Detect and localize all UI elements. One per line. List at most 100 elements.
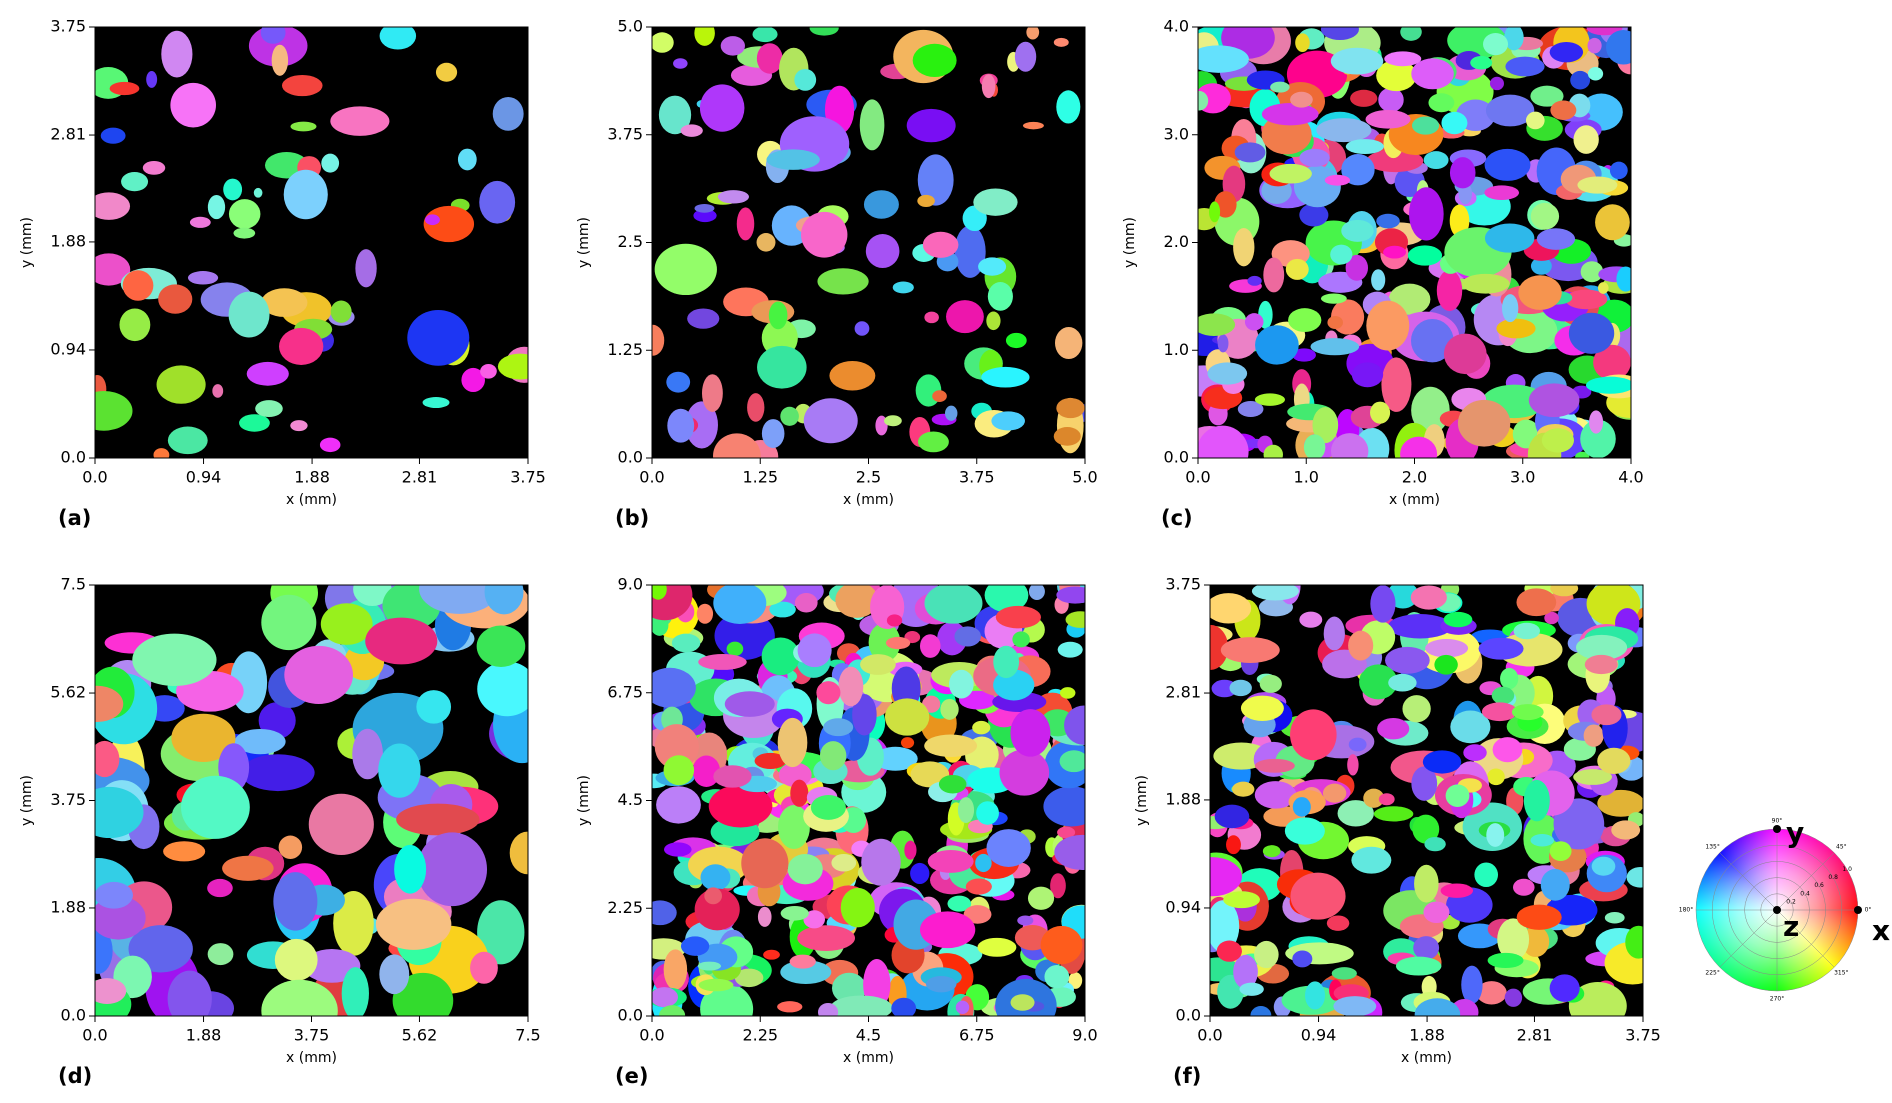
grain — [754, 752, 787, 769]
grain — [1239, 982, 1264, 996]
grain — [1044, 965, 1070, 989]
grain — [1400, 436, 1438, 458]
grain — [1595, 204, 1630, 241]
grain — [1450, 710, 1491, 744]
grain — [1247, 275, 1262, 286]
grain — [1489, 76, 1504, 91]
grain — [886, 614, 903, 627]
grain — [153, 448, 170, 458]
grain — [693, 209, 717, 223]
grain — [1234, 142, 1266, 163]
grain — [1064, 705, 1085, 745]
grain — [910, 761, 950, 788]
x-tick-label: 3.75 — [959, 468, 995, 487]
grain — [917, 431, 949, 453]
grain — [794, 593, 818, 613]
grain — [917, 194, 935, 207]
grain — [1312, 406, 1339, 444]
grain — [1198, 313, 1236, 336]
grain — [1414, 864, 1439, 903]
grain — [680, 936, 710, 956]
grain — [1056, 90, 1081, 124]
grain — [1254, 758, 1295, 773]
grain — [704, 887, 723, 905]
grain — [477, 661, 528, 717]
grain — [239, 414, 270, 432]
grain — [1244, 313, 1264, 331]
key-angle-label: 45° — [1836, 844, 1847, 851]
grain — [1376, 213, 1400, 229]
grain — [1232, 781, 1255, 797]
y-tick-label: 6.75 — [607, 682, 643, 701]
grain — [261, 594, 317, 651]
grain — [1516, 904, 1562, 930]
grain — [95, 390, 133, 431]
grain — [995, 605, 1041, 629]
grain — [333, 890, 374, 956]
grain — [1299, 611, 1323, 628]
panel-label: (f) — [1173, 1064, 1201, 1088]
grain — [1484, 148, 1531, 181]
grain — [973, 188, 1018, 216]
grain — [1523, 779, 1550, 822]
grain — [260, 27, 286, 44]
grain — [868, 622, 901, 662]
grain — [1485, 94, 1535, 127]
grain — [1330, 47, 1384, 75]
grain — [761, 419, 785, 448]
grain — [823, 718, 854, 737]
grain — [1050, 873, 1066, 899]
grain — [1057, 641, 1083, 658]
y-tick-label: 0.0 — [61, 1006, 86, 1025]
grain — [207, 194, 226, 220]
grain — [1365, 109, 1411, 129]
grain — [830, 995, 893, 1016]
grain — [1530, 202, 1560, 230]
grain — [1511, 704, 1544, 721]
grain — [492, 96, 524, 131]
grain — [407, 310, 470, 366]
grain — [1233, 228, 1255, 267]
grain — [1057, 826, 1076, 839]
y-tick-label: 1.25 — [607, 340, 643, 359]
grain — [470, 951, 498, 984]
grain — [797, 633, 832, 668]
grain — [671, 633, 701, 653]
grain — [1295, 33, 1310, 53]
grain — [1331, 967, 1357, 980]
grain — [1262, 845, 1281, 858]
key-dot — [1773, 825, 1781, 833]
grain — [694, 27, 715, 46]
grain — [341, 967, 369, 1016]
grain — [1351, 362, 1384, 388]
panel-label: (c) — [1161, 506, 1193, 530]
grain — [1484, 223, 1535, 253]
x-axis-label: x (mm) — [286, 1050, 337, 1066]
grain — [1436, 269, 1463, 312]
grain — [1422, 750, 1462, 774]
grain — [904, 840, 917, 860]
grain — [852, 694, 877, 736]
y-tick-label: 4.5 — [618, 790, 643, 809]
grain — [1408, 187, 1444, 241]
key-radial-label: 0.4 — [1800, 890, 1810, 897]
grain — [1591, 856, 1616, 876]
grain — [999, 749, 1050, 796]
grain — [290, 420, 308, 432]
grain — [480, 364, 497, 379]
grain — [1012, 631, 1030, 648]
grain — [1505, 56, 1545, 77]
y-tick-label: 3.75 — [1165, 575, 1201, 594]
grain — [747, 393, 765, 422]
grain — [1198, 91, 1209, 111]
grain — [713, 585, 767, 624]
grain — [330, 106, 390, 136]
grain — [253, 187, 263, 198]
grain — [1017, 915, 1034, 926]
grain — [1323, 616, 1345, 651]
grain — [1414, 998, 1461, 1016]
grain — [435, 62, 458, 82]
grain — [158, 284, 193, 314]
grain — [757, 345, 807, 389]
grain — [667, 408, 695, 443]
